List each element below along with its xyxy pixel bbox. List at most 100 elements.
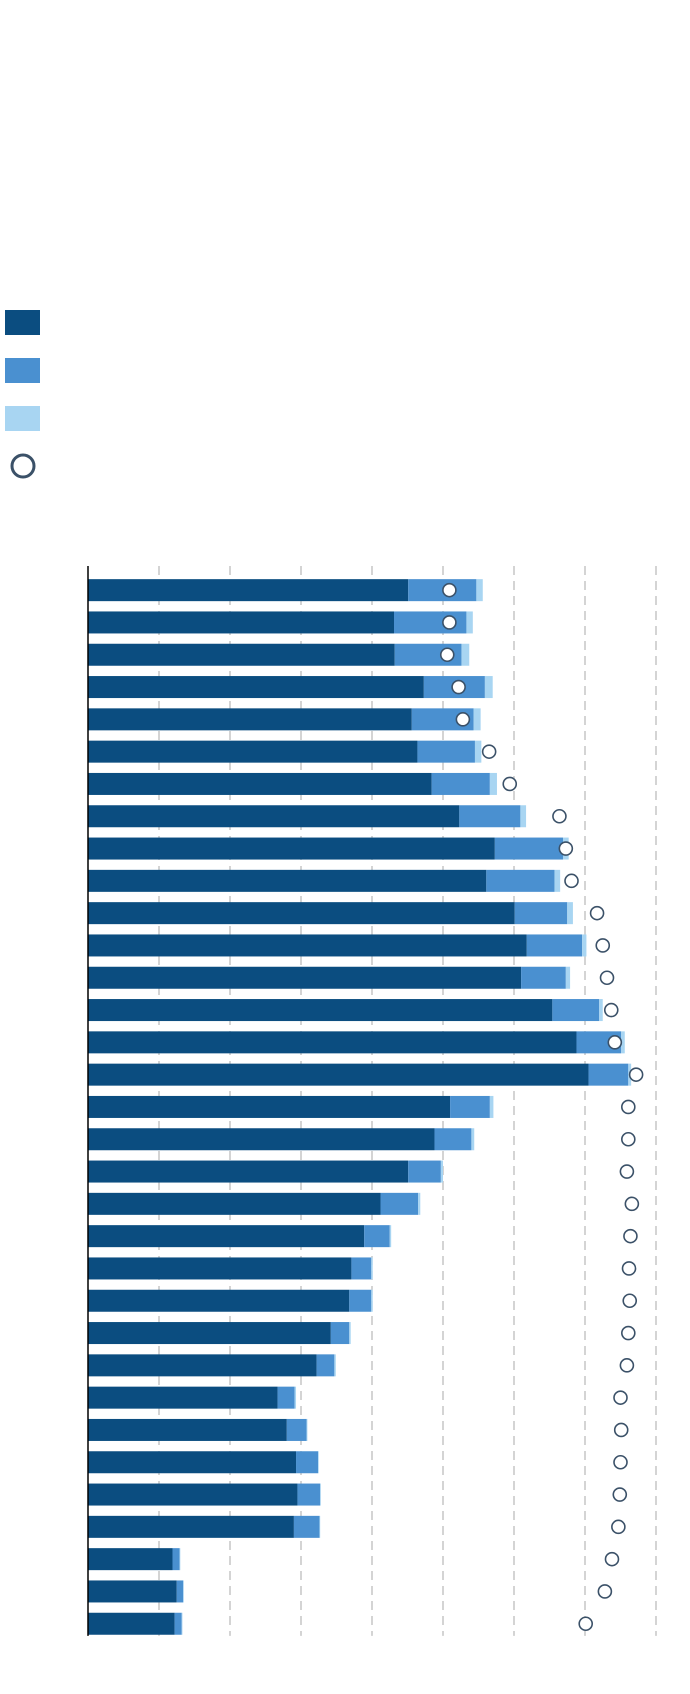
bar-series-1-row-5: [88, 708, 412, 731]
bar-series-3-row-14: [599, 999, 603, 1022]
bar-series-1-row-3: [88, 643, 395, 666]
bar-series-3-row-17: [489, 1095, 494, 1118]
bar-series-1-row-31: [88, 1548, 173, 1571]
marker-series-1-row-21: [623, 1228, 638, 1244]
bar-series-1-row-30: [88, 1515, 294, 1538]
bar-series-1-row-2: [88, 611, 395, 634]
bar-series-2-row-29: [297, 1483, 321, 1506]
bar-series: [88, 579, 632, 1635]
bar-series-3-row-12: [582, 934, 587, 957]
bar-series-1-row-15: [88, 1031, 577, 1054]
bar-series-3-row-18: [471, 1128, 475, 1151]
bar-series-2-row-31: [172, 1548, 180, 1571]
bar-series-3-row-1: [476, 579, 483, 602]
bar-series-3-row-15: [621, 1031, 625, 1054]
bar-series-2-row-19: [408, 1160, 441, 1183]
bar-series-1-row-16: [88, 1063, 589, 1086]
bar-series-1-row-29: [88, 1483, 298, 1506]
bar-series-3-row-10: [554, 869, 561, 892]
marker-series: [439, 582, 644, 1632]
bar-series-2-row-20: [380, 1192, 419, 1215]
marker-series-1-row-29: [612, 1487, 628, 1502]
marker-series-1-row-6: [481, 744, 497, 759]
legend-swatch-series-3: [5, 406, 40, 431]
chart-legend: [5, 310, 40, 479]
marker-series-1-row-5: [455, 712, 471, 727]
bar-series-1-row-23: [88, 1289, 350, 1312]
bar-series-3-row-33: [181, 1612, 183, 1635]
bar-series-3-row-13: [565, 966, 571, 989]
marker-series-1-row-12: [595, 938, 611, 953]
marker-series-1-row-11: [589, 905, 605, 921]
marker-series-1-row-16: [628, 1067, 644, 1082]
marker-series-1-row-9: [558, 841, 574, 856]
bar-series-2-row-14: [552, 999, 600, 1022]
bar-series-1-row-8: [88, 805, 460, 828]
bar-series-1-row-18: [88, 1128, 435, 1151]
marker-series-1-row-1: [442, 582, 457, 598]
marker-series-1-row-28: [613, 1454, 628, 1470]
bar-series-2-row-22: [351, 1257, 372, 1280]
bar-series-1-row-9: [88, 837, 495, 860]
bar-series-1-row-12: [88, 934, 527, 957]
marker-series-1-row-32: [597, 1584, 613, 1599]
bar-series-2-row-18: [434, 1128, 472, 1151]
bar-series-2-row-21: [364, 1225, 390, 1248]
bar-series-1-row-32: [88, 1580, 177, 1603]
bar-series-2-row-9: [494, 837, 563, 860]
bar-series-2-row-7: [431, 772, 490, 795]
marker-series-1-row-2: [442, 615, 457, 630]
marker-series-1-row-7: [502, 776, 518, 792]
bar-series-3-row-4: [484, 676, 493, 699]
marker-series-1-row-13: [599, 970, 615, 986]
bar-series-1-row-1: [88, 579, 409, 602]
bar-series-1-row-7: [88, 772, 432, 795]
bar-series-1-row-22: [88, 1257, 352, 1280]
legend-marker-series-4: [10, 453, 36, 479]
bar-series-1-row-10: [88, 869, 487, 892]
bar-series-3-row-11: [567, 902, 573, 925]
bar-series-2-row-27: [286, 1418, 307, 1441]
bar-series-2-row-30: [293, 1515, 320, 1538]
bar-series-3-row-28: [318, 1451, 319, 1474]
bar-series-2-row-16: [588, 1063, 629, 1086]
bar-series-3-row-5: [473, 708, 481, 731]
marker-series-1-row-30: [611, 1519, 626, 1535]
bar-series-2-row-13: [521, 966, 566, 989]
bar-series-1-row-17: [88, 1095, 451, 1118]
marker-series-1-row-18: [621, 1131, 636, 1147]
bar-series-3-row-21: [389, 1225, 392, 1248]
bar-series-2-row-26: [277, 1386, 295, 1409]
bar-series-1-row-14: [88, 999, 553, 1022]
marker-series-1-row-22: [621, 1261, 637, 1276]
bar-series-3-row-6: [474, 740, 482, 763]
bar-series-2-row-10: [486, 869, 555, 892]
bar-series-3-row-24: [349, 1322, 351, 1345]
bar-series-2-row-12: [526, 934, 583, 957]
bar-series-3-row-31: [179, 1548, 181, 1571]
marker-series-1-row-10: [564, 873, 579, 889]
bar-series-1-row-4: [88, 676, 424, 699]
marker-series-1-row-14: [603, 1002, 619, 1018]
bar-series-3-row-22: [371, 1257, 373, 1280]
marker-series-1-row-33: [578, 1616, 594, 1632]
bar-series-2-row-17: [450, 1095, 490, 1118]
bar-series-1-row-11: [88, 902, 515, 925]
bar-series-3-row-19: [440, 1160, 443, 1183]
bar-series-1-row-24: [88, 1322, 331, 1345]
marker-series-1-row-31: [604, 1551, 620, 1567]
marker-series-1-row-4: [451, 679, 466, 695]
bar-series-2-row-6: [417, 740, 475, 763]
marker-series-1-row-3: [439, 647, 455, 663]
legend-swatch-series-1: [5, 310, 40, 335]
bar-series-3-row-3: [461, 643, 470, 666]
bar-series-1-row-28: [88, 1451, 297, 1474]
marker-series-1-row-19: [619, 1164, 635, 1179]
marker-series-1-row-25: [619, 1358, 635, 1373]
bar-series-2-row-28: [296, 1451, 319, 1474]
bar-series-1-row-6: [88, 740, 418, 763]
bar-series-3-row-23: [371, 1289, 373, 1312]
marker-series-1-row-27: [613, 1422, 629, 1438]
bar-series-2-row-11: [514, 902, 568, 925]
bar-series-3-row-2: [466, 611, 473, 634]
